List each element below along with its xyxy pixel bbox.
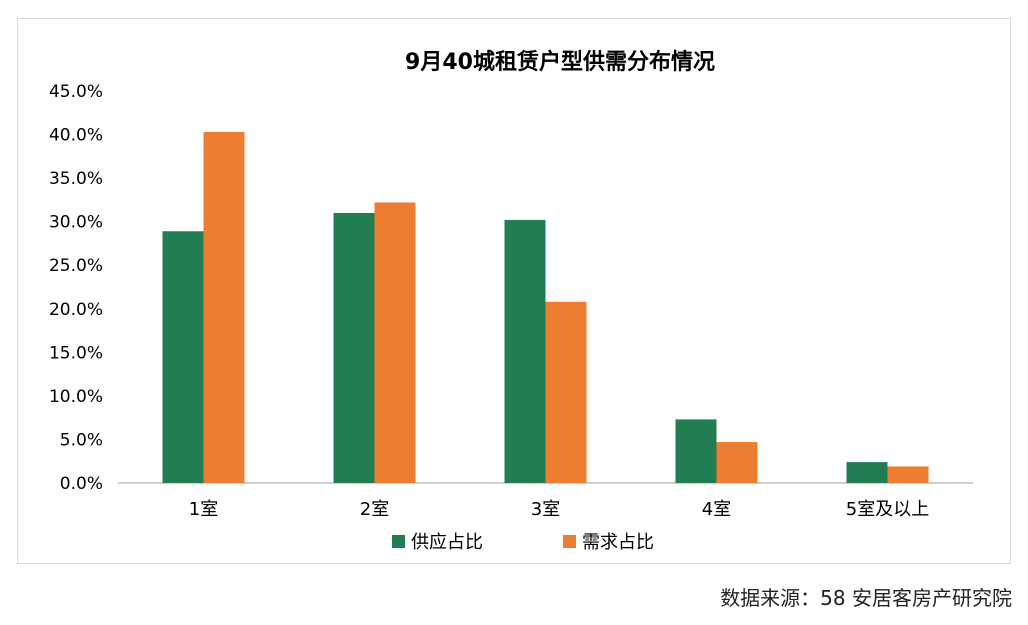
source-note: 数据来源：58 安居客房产研究院: [720, 586, 1012, 610]
y-tick-label: 25.0%: [49, 256, 103, 276]
bar-demand-3: [545, 301, 587, 483]
bar-demand-5: [887, 466, 929, 483]
bar-chart: 9月40城租赁户型供需分布情况 0.0% 5.0% 10.0% 15.0% 20.0% 2…: [49, 49, 973, 553]
bar-supply-1: [162, 231, 204, 483]
x-tick-label: 3室: [531, 499, 560, 520]
legend-swatch: [392, 535, 405, 548]
chart-title: 9月40城租赁户型供需分布情况: [405, 49, 715, 75]
bar-demand-1: [203, 131, 245, 484]
x-tick-label: 4室: [702, 499, 731, 520]
y-tick-label: 35.0%: [49, 169, 103, 189]
y-tick-label: 30.0%: [49, 213, 103, 233]
y-tick-label: 5.0%: [60, 430, 103, 450]
legend-swatch: [563, 535, 576, 548]
y-tick-label: 0.0%: [60, 474, 103, 494]
y-tick-label: 20.0%: [49, 300, 103, 320]
bars: [162, 131, 929, 484]
x-tick-label: 2室: [360, 499, 389, 520]
legend-label: 需求占比: [582, 532, 654, 553]
legend-label: 供应占比: [411, 532, 483, 553]
y-tick-label: 15.0%: [49, 343, 103, 363]
bar-supply-3: [504, 219, 546, 483]
bar-demand-4: [716, 442, 758, 483]
legend: 供应占比 需求占比: [392, 532, 654, 553]
x-tick-label: 1室: [189, 499, 218, 520]
y-tick-label: 10.0%: [49, 387, 103, 407]
y-tick-label: 45.0%: [49, 82, 103, 102]
bar-demand-2: [374, 202, 416, 483]
y-axis: 0.0% 5.0% 10.0% 15.0% 20.0% 25.0% 30.0% 35.0% 40…: [49, 82, 103, 494]
bar-supply-4: [675, 419, 717, 483]
x-tick-label: 5室及以上: [846, 499, 929, 520]
y-tick-label: 40.0%: [49, 126, 103, 146]
x-axis: 1室 2室 3室 4室 5室及以上: [189, 499, 929, 520]
bar-supply-2: [333, 212, 375, 483]
bar-supply-5: [846, 462, 888, 483]
